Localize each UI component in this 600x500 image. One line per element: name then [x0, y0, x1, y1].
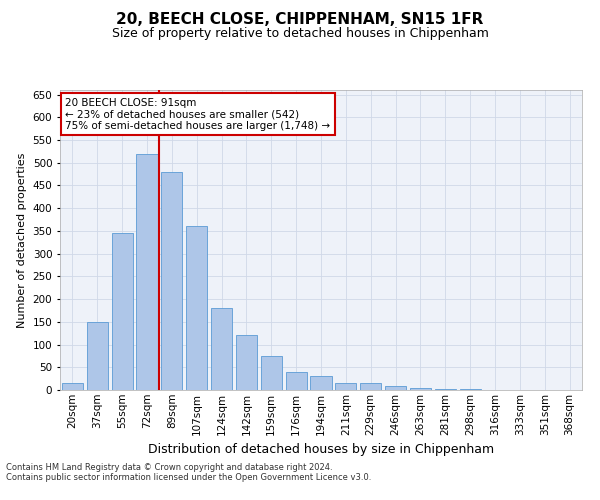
X-axis label: Distribution of detached houses by size in Chippenham: Distribution of detached houses by size …	[148, 443, 494, 456]
Bar	[310, 376, 332, 390]
Bar	[136, 154, 158, 390]
Text: Size of property relative to detached houses in Chippenham: Size of property relative to detached ho…	[112, 28, 488, 40]
Bar	[286, 372, 307, 390]
Bar	[460, 389, 481, 390]
Bar	[186, 226, 207, 390]
Bar	[261, 356, 282, 390]
Bar	[112, 233, 133, 390]
Bar	[385, 386, 406, 390]
Bar	[236, 336, 257, 390]
Bar	[62, 383, 83, 390]
Bar	[435, 388, 456, 390]
Text: Contains public sector information licensed under the Open Government Licence v3: Contains public sector information licen…	[6, 472, 371, 482]
Bar	[360, 383, 381, 390]
Bar	[87, 322, 108, 390]
Bar	[211, 308, 232, 390]
Text: 20, BEECH CLOSE, CHIPPENHAM, SN15 1FR: 20, BEECH CLOSE, CHIPPENHAM, SN15 1FR	[116, 12, 484, 28]
Bar	[335, 383, 356, 390]
Y-axis label: Number of detached properties: Number of detached properties	[17, 152, 27, 328]
Text: Contains HM Land Registry data © Crown copyright and database right 2024.: Contains HM Land Registry data © Crown c…	[6, 462, 332, 471]
Text: 20 BEECH CLOSE: 91sqm
← 23% of detached houses are smaller (542)
75% of semi-det: 20 BEECH CLOSE: 91sqm ← 23% of detached …	[65, 98, 331, 130]
Bar	[410, 388, 431, 390]
Bar	[161, 172, 182, 390]
